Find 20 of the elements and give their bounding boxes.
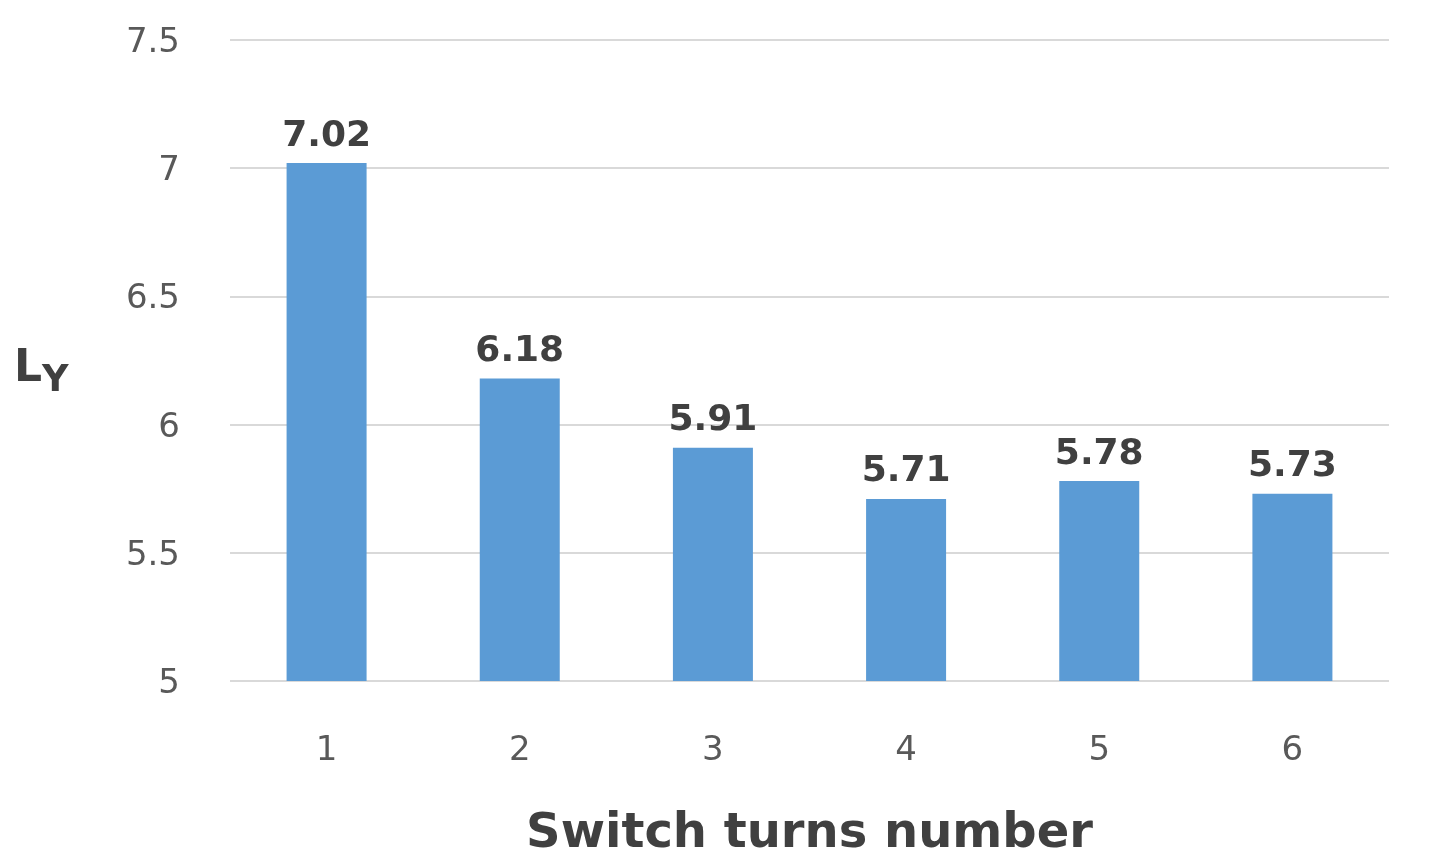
x-tick-label: 1 (315, 728, 338, 768)
data-label: 5.78 (1054, 430, 1144, 472)
data-label: 7.02 (282, 112, 371, 154)
data-label: 5.73 (1248, 443, 1337, 485)
x-axis-title: Switch turns number (526, 802, 1094, 858)
y-tick-label: 6.5 (125, 276, 180, 317)
y-tick-label: 5 (158, 661, 180, 701)
x-tick-label: 3 (702, 728, 724, 768)
x-tick-label: 5 (1088, 728, 1111, 768)
y-tick-label: 7 (158, 148, 180, 189)
x-tick-label: 4 (895, 728, 917, 768)
y-tick-label: 6 (158, 404, 180, 445)
x-tick-label: 2 (508, 728, 531, 768)
y-axis-title: L$_{Y}$ (14, 340, 69, 400)
data-label: 5.91 (668, 397, 758, 439)
data-label: 6.18 (475, 327, 565, 369)
y-tick-label: 7.5 (125, 20, 180, 60)
y-tick-label: 5.5 (125, 532, 180, 573)
data-label: 5.71 (861, 448, 951, 490)
x-tick-label: 6 (1281, 728, 1304, 768)
